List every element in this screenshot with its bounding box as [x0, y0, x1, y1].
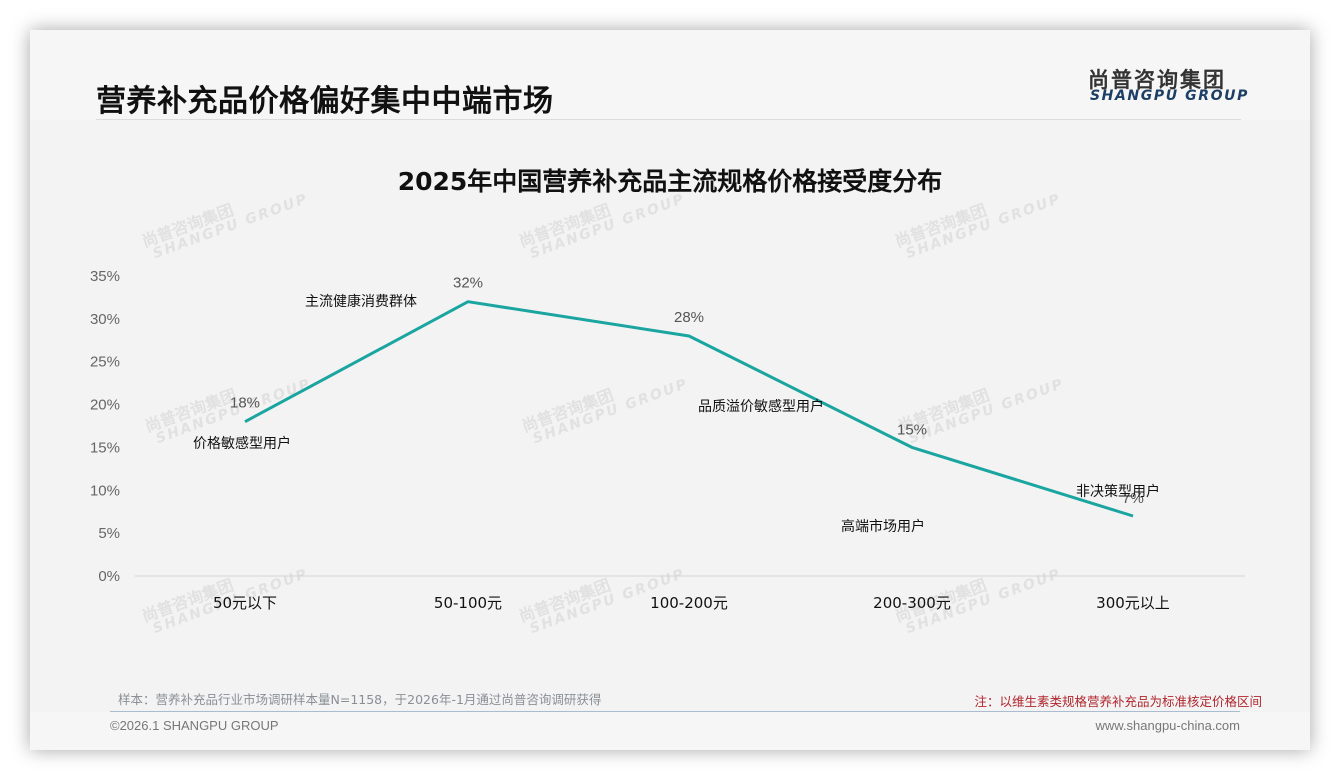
series-line	[244, 300, 1134, 518]
slide: 营养补充品价格偏好集中中端市场 尚普咨询集团 SHANGPU GROUP 尚普咨…	[30, 30, 1310, 750]
footer-band	[30, 712, 1310, 750]
website-link[interactable]: www.shangpu-china.com	[1095, 718, 1240, 733]
y-tick-label: 5%	[98, 525, 120, 542]
header-band	[30, 30, 1310, 120]
data-label: 28%	[674, 309, 704, 326]
data-label: 18%	[230, 395, 260, 412]
x-axis-ticks: 50元以下 50-100元 100-200元 200-300元 300元以上	[213, 594, 1170, 612]
logo-chinese: 尚普咨询集团	[1088, 68, 1226, 92]
x-tick-label: 50元以下	[213, 594, 277, 612]
x-tick-label: 200-300元	[873, 594, 951, 612]
y-tick-label: 15%	[90, 439, 120, 456]
data-label: 15%	[897, 421, 927, 438]
x-tick-label: 100-200元	[650, 594, 728, 612]
y-tick-label: 20%	[90, 397, 120, 414]
x-tick-label: 300元以上	[1096, 594, 1170, 612]
logo-english: SHANGPU GROUP	[1090, 88, 1249, 104]
annotation-label: 非决策型用户	[1076, 483, 1160, 500]
y-tick-label: 10%	[90, 482, 120, 499]
chart-title: 2025年中国营养补充品主流规格价格接受度分布	[397, 167, 943, 196]
x-tick-label: 50-100元	[434, 594, 502, 612]
y-tick-label: 30%	[90, 311, 120, 328]
sample-note: 样本：营养补充品行业市场调研样本量N=1158，于2026年-1月通过尚普咨询调…	[118, 692, 602, 707]
data-label: 32%	[453, 275, 483, 292]
annotation-label: 高端市场用户	[841, 518, 925, 535]
header-divider	[96, 119, 1241, 120]
line-chart: 0% 5% 10% 15% 20% 25% 30% 35% 18% 32% 28% 15% 7% 50…	[90, 268, 1245, 612]
data-labels: 18% 32% 28% 15% 7%	[230, 275, 1144, 507]
note: 注：以维生素类规格营养补充品为标准核定价格区间	[974, 694, 1262, 709]
page-title: 营养补充品价格偏好集中中端市场	[96, 84, 554, 119]
y-tick-label: 35%	[90, 268, 120, 285]
annotation-label: 品质溢价敏感型用户	[698, 398, 824, 415]
annotation-label: 主流健康消费群体	[305, 293, 417, 310]
data-label: 7%	[1122, 490, 1144, 507]
y-tick-label: 0%	[98, 568, 120, 585]
y-axis-ticks: 0% 5% 10% 15% 20% 25% 30% 35%	[90, 268, 120, 585]
footer-divider	[110, 711, 1240, 712]
y-tick-label: 25%	[90, 354, 120, 371]
annotation-label: 价格敏感型用户	[193, 435, 291, 452]
copyright: ©2026.1 SHANGPU GROUP	[110, 718, 279, 733]
